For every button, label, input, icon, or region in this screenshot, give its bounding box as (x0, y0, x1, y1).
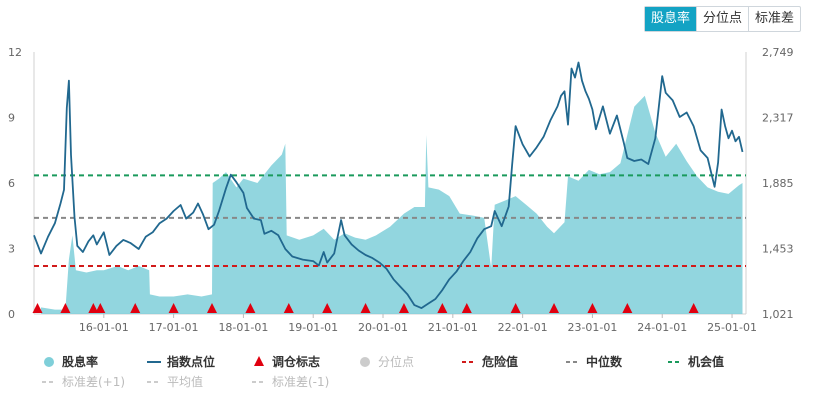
x-axis-tick-label: 21-01-01 (428, 321, 478, 334)
rebalance-marker (60, 303, 71, 313)
rebalance-marker (398, 303, 409, 313)
legend-item[interactable]: 标准差(+1) (62, 375, 125, 389)
rebalance-marker (207, 303, 217, 313)
rebalance-marker (437, 303, 448, 313)
x-axis-tick-label: 25-01-01 (707, 321, 757, 334)
rebalance-marker (622, 303, 633, 313)
rebalance-marker (95, 303, 106, 313)
right-axis-tick-label: 2,317 (762, 112, 794, 125)
rebalance-marker (688, 303, 699, 313)
rebalance-marker (322, 303, 333, 313)
left-axis-tick-label: 9 (8, 112, 15, 125)
x-axis-tick-label: 20-01-01 (358, 321, 408, 334)
rebalance-marker (130, 303, 141, 313)
x-axis-tick-label: 19-01-01 (288, 321, 338, 334)
rebalance-marker (510, 303, 521, 313)
rebalance-marker (168, 303, 179, 313)
right-axis-tick-label: 1,885 (762, 177, 794, 190)
right-axis-tick-label: 1,453 (762, 243, 794, 256)
dividend-yield-area (41, 95, 743, 314)
legend-circle-icon (44, 357, 54, 367)
left-axis-tick-label: 0 (8, 308, 15, 321)
x-axis-tick-label: 23-01-01 (567, 321, 617, 334)
tab-std-dev[interactable]: 标准差 (748, 7, 800, 31)
x-axis-tick-label: 24-01-01 (637, 321, 687, 334)
index-level-line (33, 61, 744, 310)
legend-item[interactable]: 标准差(-1) (272, 375, 329, 389)
legend-triangle-icon (254, 356, 264, 366)
x-axis-tick-label: 18-01-01 (218, 321, 268, 334)
legend-item[interactable]: 中位数 (586, 354, 623, 369)
legend-item[interactable]: 调仓标志 (272, 354, 320, 369)
x-axis-tick-label: 22-01-01 (498, 321, 548, 334)
x-axis-tick-label: 17-01-01 (149, 321, 199, 334)
legend-item[interactable]: 机会值 (688, 354, 724, 369)
rebalance-marker (549, 303, 560, 313)
rebalance-marker (587, 303, 598, 313)
left-axis-tick-label: 6 (8, 177, 15, 190)
rebalance-marker (461, 303, 472, 313)
legend-item[interactable]: 股息率 (62, 354, 98, 369)
metric-tab-group: 股息率 分位点 标准差 (644, 6, 802, 32)
tab-dividend-yield[interactable]: 股息率 (645, 7, 697, 31)
legend-circle-icon (360, 357, 370, 367)
tab-percentile[interactable]: 分位点 (696, 7, 748, 31)
right-axis-tick-label: 1,021 (762, 308, 794, 321)
rebalance-marker (32, 303, 43, 313)
rebalance-marker (360, 303, 371, 313)
legend-item[interactable]: 危险值 (481, 354, 518, 369)
legend-item[interactable]: 平均值 (167, 374, 203, 389)
left-axis-tick-label: 3 (8, 243, 15, 256)
left-axis-tick-label: 12 (8, 46, 22, 59)
legend-item[interactable]: 分位点 (378, 354, 414, 369)
rebalance-marker (88, 303, 99, 313)
rebalance-marker (245, 303, 256, 313)
legend-item[interactable]: 指数点位 (167, 354, 215, 369)
x-axis-tick-label: 16-01-01 (79, 321, 129, 334)
rebalance-marker (283, 303, 294, 313)
right-axis-tick-label: 2,749 (762, 46, 794, 59)
